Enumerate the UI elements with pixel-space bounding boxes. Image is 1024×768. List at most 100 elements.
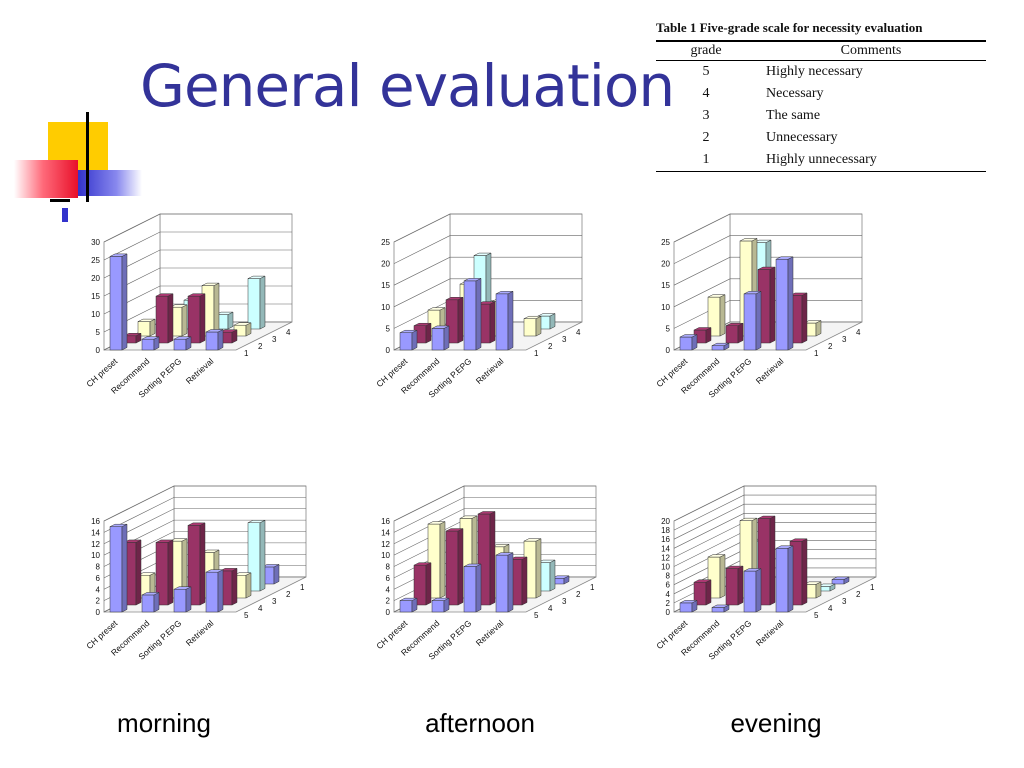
- bar-top: [205, 569, 224, 573]
- bar-top: [707, 294, 726, 298]
- bar-top: [187, 293, 206, 297]
- bar-top: [491, 544, 510, 548]
- bar-top: [399, 329, 418, 333]
- bar-side: [167, 539, 174, 606]
- bar-front: [679, 602, 693, 613]
- bar-side: [787, 545, 794, 613]
- table-caption: Table 1 Five-grade scale for necessity e…: [656, 20, 923, 35]
- bar-side: [787, 256, 794, 351]
- bar-front: [205, 571, 219, 613]
- page-title: General evaluation: [140, 52, 675, 120]
- bar-side: [507, 290, 514, 351]
- gridline: [393, 508, 596, 545]
- bar-top: [757, 266, 776, 270]
- series-label: 3: [562, 597, 567, 606]
- bar-top: [477, 301, 496, 305]
- bar: [109, 253, 128, 351]
- bar-top: [427, 521, 446, 525]
- bar-top: [757, 515, 776, 519]
- bar-side: [507, 552, 514, 613]
- series-label: 3: [842, 597, 847, 606]
- bar-front: [247, 278, 261, 330]
- gridline: [393, 256, 582, 286]
- period-label-evening: evening: [730, 708, 822, 738]
- bar-side: [705, 579, 712, 606]
- series-label: 4: [828, 604, 833, 613]
- y-tick-label: 25: [381, 238, 390, 247]
- bar-side: [425, 562, 432, 606]
- bar-top: [169, 304, 188, 308]
- bar-top: [711, 604, 730, 608]
- bar-top: [523, 315, 542, 319]
- bar-side: [769, 515, 776, 606]
- grade-cell: 4: [702, 86, 710, 101]
- bar-side: [121, 523, 128, 613]
- bar-side: [199, 522, 206, 606]
- bar-side: [457, 296, 464, 344]
- bar-top: [495, 291, 514, 295]
- bar-top: [413, 562, 432, 566]
- y-tick-label: 20: [661, 517, 670, 526]
- bar-top: [413, 322, 432, 326]
- bar: [775, 256, 794, 351]
- bar-top: [445, 297, 464, 301]
- chart-morning-top: 0 5 10 15 20 25 30 CH preset Recommend Sorting P.…: [60, 198, 293, 448]
- series-label: 2: [576, 590, 581, 599]
- bar-front: [141, 594, 155, 613]
- bar-top: [495, 552, 514, 556]
- gridline: [103, 485, 306, 522]
- bar-side: [457, 528, 464, 606]
- series-label: 1: [244, 349, 249, 358]
- bar-top: [141, 336, 160, 340]
- bar-side: [719, 294, 726, 337]
- decor-horizontal-line: [50, 199, 70, 202]
- y-tick-label: 5: [96, 328, 101, 337]
- decor-vertical-line: [86, 112, 89, 202]
- y-tick-label: 0: [386, 608, 391, 617]
- table-row: 4 Necessary: [656, 83, 986, 105]
- bar: [187, 293, 206, 344]
- y-tick-label: 10: [381, 303, 390, 312]
- y-tick-label: 6: [96, 574, 101, 583]
- gridline: [393, 235, 582, 264]
- bar: [711, 342, 730, 351]
- bar: [233, 322, 252, 337]
- table-row: 3 The same: [656, 105, 986, 127]
- grade-table: Table 1 Five-grade scale for necessity e…: [656, 20, 1002, 172]
- y-tick-label: 14: [661, 544, 670, 553]
- bar-front: [431, 600, 445, 613]
- y-tick-label: 14: [91, 528, 100, 537]
- grade-cell: 5: [702, 64, 710, 79]
- series-label: 2: [258, 342, 263, 351]
- bar-front: [495, 554, 509, 613]
- bar-top: [459, 515, 478, 519]
- y-tick-label: 0: [666, 346, 671, 355]
- bar-front: [725, 325, 739, 344]
- bar: [743, 290, 762, 351]
- bar-top: [463, 563, 482, 567]
- bar-side: [737, 565, 744, 606]
- y-tick-label: 5: [386, 324, 391, 333]
- gridline: [103, 508, 306, 545]
- bar-front: [173, 338, 187, 351]
- y-tick-label: 4: [666, 590, 671, 599]
- bar-front: [775, 548, 789, 613]
- bar-top: [693, 579, 712, 583]
- bar-top: [201, 282, 220, 286]
- gridline: [393, 278, 582, 308]
- y-tick-label: 2: [666, 599, 671, 608]
- bar-front: [141, 338, 155, 351]
- bar: [707, 294, 726, 337]
- y-tick-label: 30: [91, 238, 100, 247]
- bar-side: [755, 568, 762, 613]
- bar-side: [231, 567, 238, 606]
- bar: [711, 604, 730, 613]
- bar-top: [693, 327, 712, 331]
- y-tick-label: 20: [91, 274, 100, 283]
- y-tick-label: 16: [661, 535, 670, 544]
- gridline: [673, 300, 862, 329]
- bar-side: [135, 539, 142, 606]
- bar-top: [803, 320, 822, 324]
- bar-front: [831, 579, 845, 585]
